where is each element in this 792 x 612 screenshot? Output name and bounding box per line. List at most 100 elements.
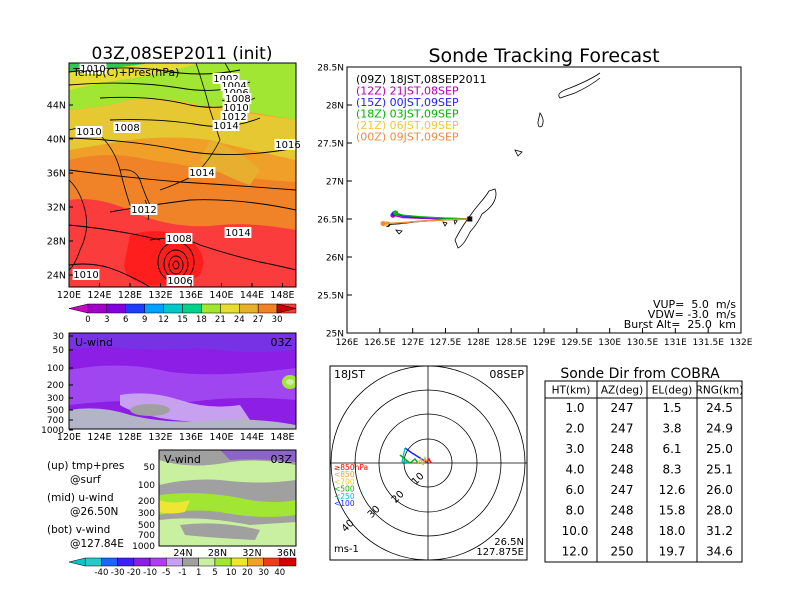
polar-legend-item: <250 bbox=[334, 492, 355, 501]
lat-label: 28N bbox=[47, 237, 66, 248]
hodograph-segment bbox=[426, 457, 432, 464]
param-vdw: VDW= -3.0 m/s bbox=[648, 308, 736, 321]
cbar-cell bbox=[239, 303, 259, 314]
pressure-label: 300 bbox=[47, 394, 64, 404]
table-cell: 15.8 bbox=[659, 504, 686, 518]
track-x-label: 126.5E bbox=[364, 338, 396, 348]
wind-cbar-cell bbox=[182, 557, 199, 567]
vwind-lat-label: 36N bbox=[277, 548, 296, 559]
lon-label: 144E bbox=[240, 290, 264, 301]
track-x-label: 131E bbox=[664, 338, 687, 348]
table-cell: 250 bbox=[611, 545, 634, 559]
lon-label: 128E bbox=[118, 290, 142, 301]
track-x-label: 127.5E bbox=[430, 338, 462, 348]
isobar-label-bg bbox=[220, 80, 248, 91]
table-cell: 3.0 bbox=[565, 442, 584, 456]
lon-label: 120E bbox=[57, 290, 81, 301]
uwind-lon-label: 140E bbox=[209, 432, 233, 443]
table-header: RNG(km) bbox=[696, 385, 744, 397]
lon-label: 148E bbox=[270, 290, 294, 301]
pressure-label: 200 bbox=[47, 381, 64, 391]
table-cell: 34.6 bbox=[706, 545, 733, 559]
isobar-label-bg bbox=[79, 63, 107, 74]
vwind-lat-axis: 24N 28N 32N 36N bbox=[173, 548, 296, 559]
cbar-label: 9 bbox=[142, 315, 147, 325]
track-landing-point bbox=[392, 210, 399, 216]
note-bot-2: @127.84E bbox=[70, 538, 124, 550]
table-cell: 248 bbox=[611, 463, 634, 477]
uwind-lon-label: 124E bbox=[87, 432, 111, 443]
isobar-labels: 1010100210041006100810101012101410161010… bbox=[72, 63, 302, 287]
track-x-label: 129E bbox=[533, 338, 556, 348]
track-x-label: 128.5E bbox=[495, 338, 527, 348]
track-x-label: 127E bbox=[401, 338, 424, 348]
isobar-label: 1008 bbox=[114, 123, 139, 134]
surface-frame bbox=[68, 62, 297, 288]
table-title: Sonde Dir from COBRA bbox=[560, 366, 720, 382]
table-cell: 12.6 bbox=[659, 483, 686, 497]
vwind-frame bbox=[158, 449, 297, 547]
wind-cbar-cell bbox=[230, 557, 248, 567]
isobar-label-bg bbox=[113, 122, 141, 133]
pressure-label: 100 bbox=[47, 364, 64, 374]
vwind-pressure-label: 700 bbox=[138, 531, 155, 541]
wind-cbar-cell bbox=[149, 557, 167, 567]
track-series-line bbox=[395, 212, 470, 220]
lon-label: 132E bbox=[148, 290, 172, 301]
uwind-lon-label: 128E bbox=[118, 432, 142, 443]
isobar-label: 1010 bbox=[76, 127, 101, 138]
uwind-label: U-wind bbox=[75, 336, 113, 349]
wind-cbar-cell bbox=[247, 557, 264, 567]
track-y-label: 25N bbox=[326, 330, 344, 340]
track-legend-item: (12Z) 21JST,08SEP bbox=[356, 85, 459, 98]
isobar-label: 1014 bbox=[189, 168, 214, 179]
vwind-pressure-label: 100 bbox=[138, 481, 155, 491]
isobar-label-bg bbox=[166, 275, 194, 286]
cbar-label: 21 bbox=[215, 315, 226, 325]
vwind-lat-label: 28N bbox=[208, 548, 227, 559]
track-legend-item: (21Z) 06JST,09SEP bbox=[356, 119, 459, 132]
track-y-label: 27N bbox=[326, 178, 344, 188]
track-legend-item: (00Z) 09JST,09SEP bbox=[356, 131, 459, 144]
polar-legend-item: <700 bbox=[334, 477, 355, 486]
isobar-label-bg bbox=[72, 269, 100, 280]
pressure-label: 700 bbox=[47, 416, 64, 426]
table-cell: 6.1 bbox=[662, 442, 681, 456]
uwind-lon-label: 120E bbox=[57, 432, 81, 443]
wind-cbar-cell bbox=[263, 557, 281, 567]
wind-cbar-cell bbox=[279, 557, 297, 567]
isobar-label: 1016 bbox=[275, 140, 300, 151]
table-cell: 31.2 bbox=[706, 524, 733, 538]
table-cell: 26.0 bbox=[706, 483, 733, 497]
cbar-cell bbox=[125, 303, 145, 314]
polar-legend: ≥850hPa<850<700<500<250<100 bbox=[334, 463, 368, 508]
note-up-2: @surf bbox=[70, 474, 101, 486]
wind-cbar-cell bbox=[117, 557, 135, 567]
vwind-label: V-wind bbox=[164, 453, 201, 466]
track-axes: 126E 126.5E 127E 127.5E 128E 128.5E 129E 129.5E… bbox=[317, 64, 753, 349]
cbar-label: 15 bbox=[177, 315, 188, 325]
wind-cbar-arrow-left bbox=[68, 557, 86, 567]
isobar-label: 1014 bbox=[213, 121, 238, 132]
wind-colorbar: -40 -30 -20 -10 -5 -1 1 5 10 20 30 40 bbox=[68, 557, 297, 578]
vwind-time: 03Z bbox=[270, 453, 292, 466]
table-cell: 10.0 bbox=[562, 524, 589, 538]
table-border bbox=[544, 380, 743, 563]
surface-lat-axis: 24N 28N 32N 36N 40N 44N bbox=[47, 101, 73, 282]
table-header: EL(deg) bbox=[652, 385, 692, 397]
polar-legend-item: ≥850hPa bbox=[334, 463, 368, 472]
param-vup: VUP= 5.0 m/s bbox=[653, 298, 736, 311]
table-header: HT(km) bbox=[552, 385, 591, 397]
table-cell: 24.9 bbox=[706, 422, 733, 436]
panel-notes: (up) tmp+pres @surf (mid) u-wind @26.50N… bbox=[47, 460, 124, 550]
cbar-arrow-left bbox=[68, 303, 89, 314]
table-cell: 248 bbox=[611, 442, 634, 456]
uwind-frame bbox=[68, 332, 297, 430]
vwind-pressure-label: 200 bbox=[138, 497, 155, 507]
hodograph-segment bbox=[422, 456, 428, 466]
track-y-label: 25.5N bbox=[317, 292, 344, 302]
hodograph-segment bbox=[417, 457, 424, 466]
lon-label: 140E bbox=[209, 290, 233, 301]
vwind-pressure-label: 500 bbox=[138, 521, 155, 531]
